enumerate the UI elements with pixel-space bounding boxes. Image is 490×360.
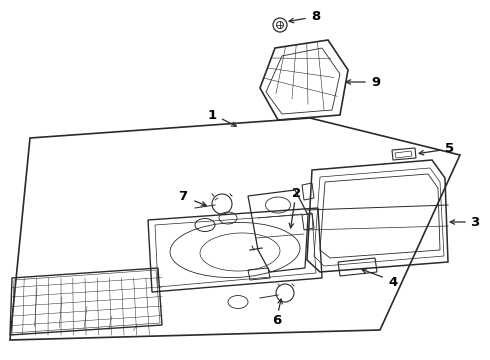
Text: 6: 6: [272, 314, 282, 327]
Text: 8: 8: [311, 9, 320, 23]
Text: 7: 7: [178, 189, 188, 202]
Text: 5: 5: [445, 141, 455, 154]
Text: 3: 3: [470, 216, 480, 229]
Text: 9: 9: [371, 76, 381, 89]
Text: 4: 4: [389, 275, 397, 288]
Text: 2: 2: [293, 186, 301, 199]
Text: 1: 1: [207, 108, 217, 122]
